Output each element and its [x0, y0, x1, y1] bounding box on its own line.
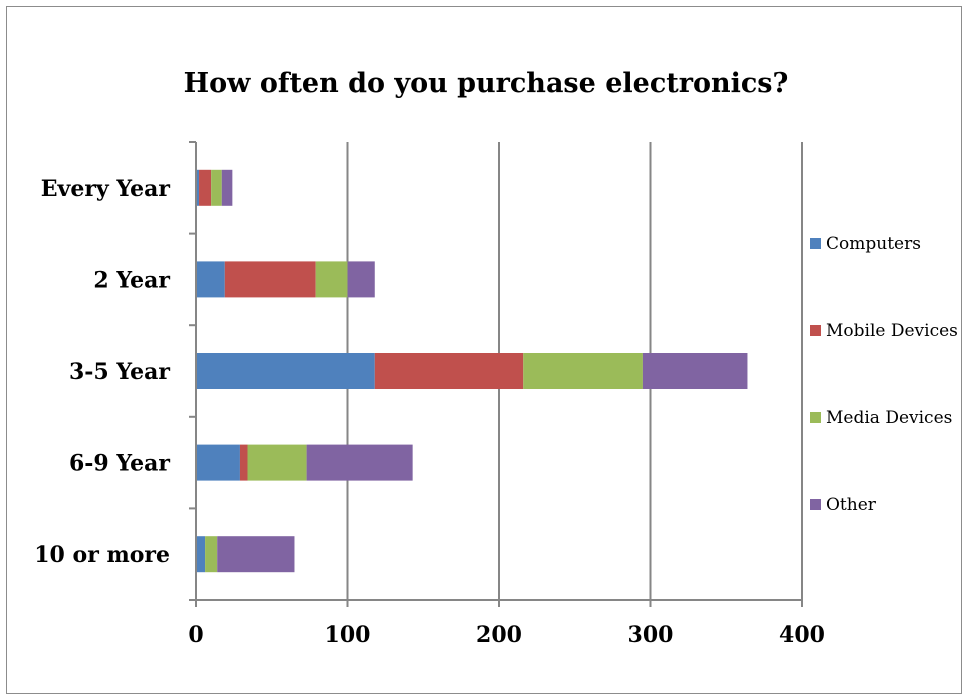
category-label: Every Year	[41, 176, 171, 202]
bar-computers-3-5-year	[196, 353, 375, 389]
bar-mobile-devices-every-year	[199, 169, 212, 206]
bar-other-2-year	[347, 261, 375, 298]
category-label: 6-9 Year	[69, 451, 170, 477]
bar-computers-6-9-year	[196, 444, 240, 481]
bar-mobile-devices-3-5-year	[374, 353, 524, 389]
bar-other-3-5-year	[642, 353, 748, 389]
category-label: 2 Year	[93, 267, 170, 293]
bar-other-6-9-year	[306, 444, 413, 481]
category-label: 10 or more	[34, 542, 170, 568]
x-tick-label: 200	[476, 622, 522, 648]
x-tick-label: 400	[779, 622, 825, 648]
x-tick-label: 100	[325, 622, 371, 648]
category-label: 3-5 Year	[69, 359, 170, 385]
bar-computers-10-or-more	[196, 536, 206, 573]
bars	[196, 169, 748, 573]
legend-swatch	[810, 499, 821, 510]
bar-computers-every-year	[196, 169, 200, 206]
legend-label: Other	[826, 495, 877, 515]
x-tick-label: 300	[628, 622, 674, 648]
legend-label: Media Devices	[826, 408, 952, 428]
legend-label: Mobile Devices	[826, 321, 958, 341]
bar-media-devices-2-year	[315, 261, 348, 298]
bar-computers-2-year	[196, 261, 225, 298]
axes	[189, 141, 803, 607]
legend-swatch	[810, 412, 821, 423]
legend-swatch	[810, 238, 821, 249]
legend-swatch	[810, 325, 821, 336]
legend: Computers Mobile Devices Media Devices Othe…	[810, 234, 958, 515]
bar-other-every-year	[221, 169, 233, 206]
bar-media-devices-10-or-more	[205, 536, 218, 573]
bar-mobile-devices-6-9-year	[239, 444, 248, 481]
legend-label: Computers	[826, 234, 921, 254]
bar-other-10-or-more	[217, 536, 295, 573]
chart-title: How often do you purchase electronics?	[184, 68, 789, 99]
bar-media-devices-6-9-year	[247, 444, 307, 481]
bar-mobile-devices-2-year	[224, 261, 316, 298]
bar-media-devices-every-year	[211, 169, 222, 206]
x-tick-label: 0	[188, 622, 203, 648]
bar-media-devices-3-5-year	[523, 353, 643, 389]
axis-labels: Every Year 2 Year 3-5 Year 6-9 Year 10 or mo…	[34, 176, 825, 648]
